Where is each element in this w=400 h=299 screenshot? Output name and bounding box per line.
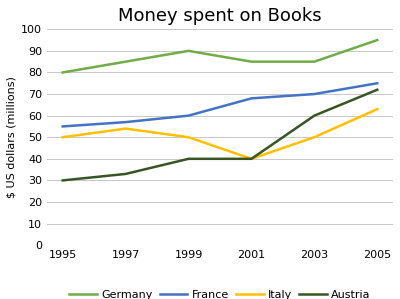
Italy [249,157,254,161]
Italy [312,135,317,139]
Line: Germany: Germany [63,40,377,72]
Italy [60,135,65,139]
Austria [249,157,254,161]
France [186,114,191,118]
France [123,120,128,124]
Austria [312,114,317,118]
Line: Austria: Austria [63,90,377,180]
France [60,125,65,128]
Austria [186,157,191,161]
Legend: Germany, France, Italy, Austria: Germany, France, Italy, Austria [65,285,375,299]
Title: Money spent on Books: Money spent on Books [118,7,322,25]
Austria [375,88,380,91]
Italy [375,107,380,111]
Austria [123,172,128,176]
Germany [123,60,128,63]
Germany [186,49,191,53]
Italy [186,135,191,139]
Line: Italy: Italy [63,109,377,159]
Germany [60,71,65,74]
France [375,81,380,85]
Germany [312,60,317,63]
Y-axis label: $ US dollars (millions): $ US dollars (millions) [7,76,17,198]
Germany [249,60,254,63]
Italy [123,127,128,130]
Line: France: France [63,83,377,126]
Germany [375,38,380,42]
Austria [60,179,65,182]
France [312,92,317,96]
France [249,97,254,100]
